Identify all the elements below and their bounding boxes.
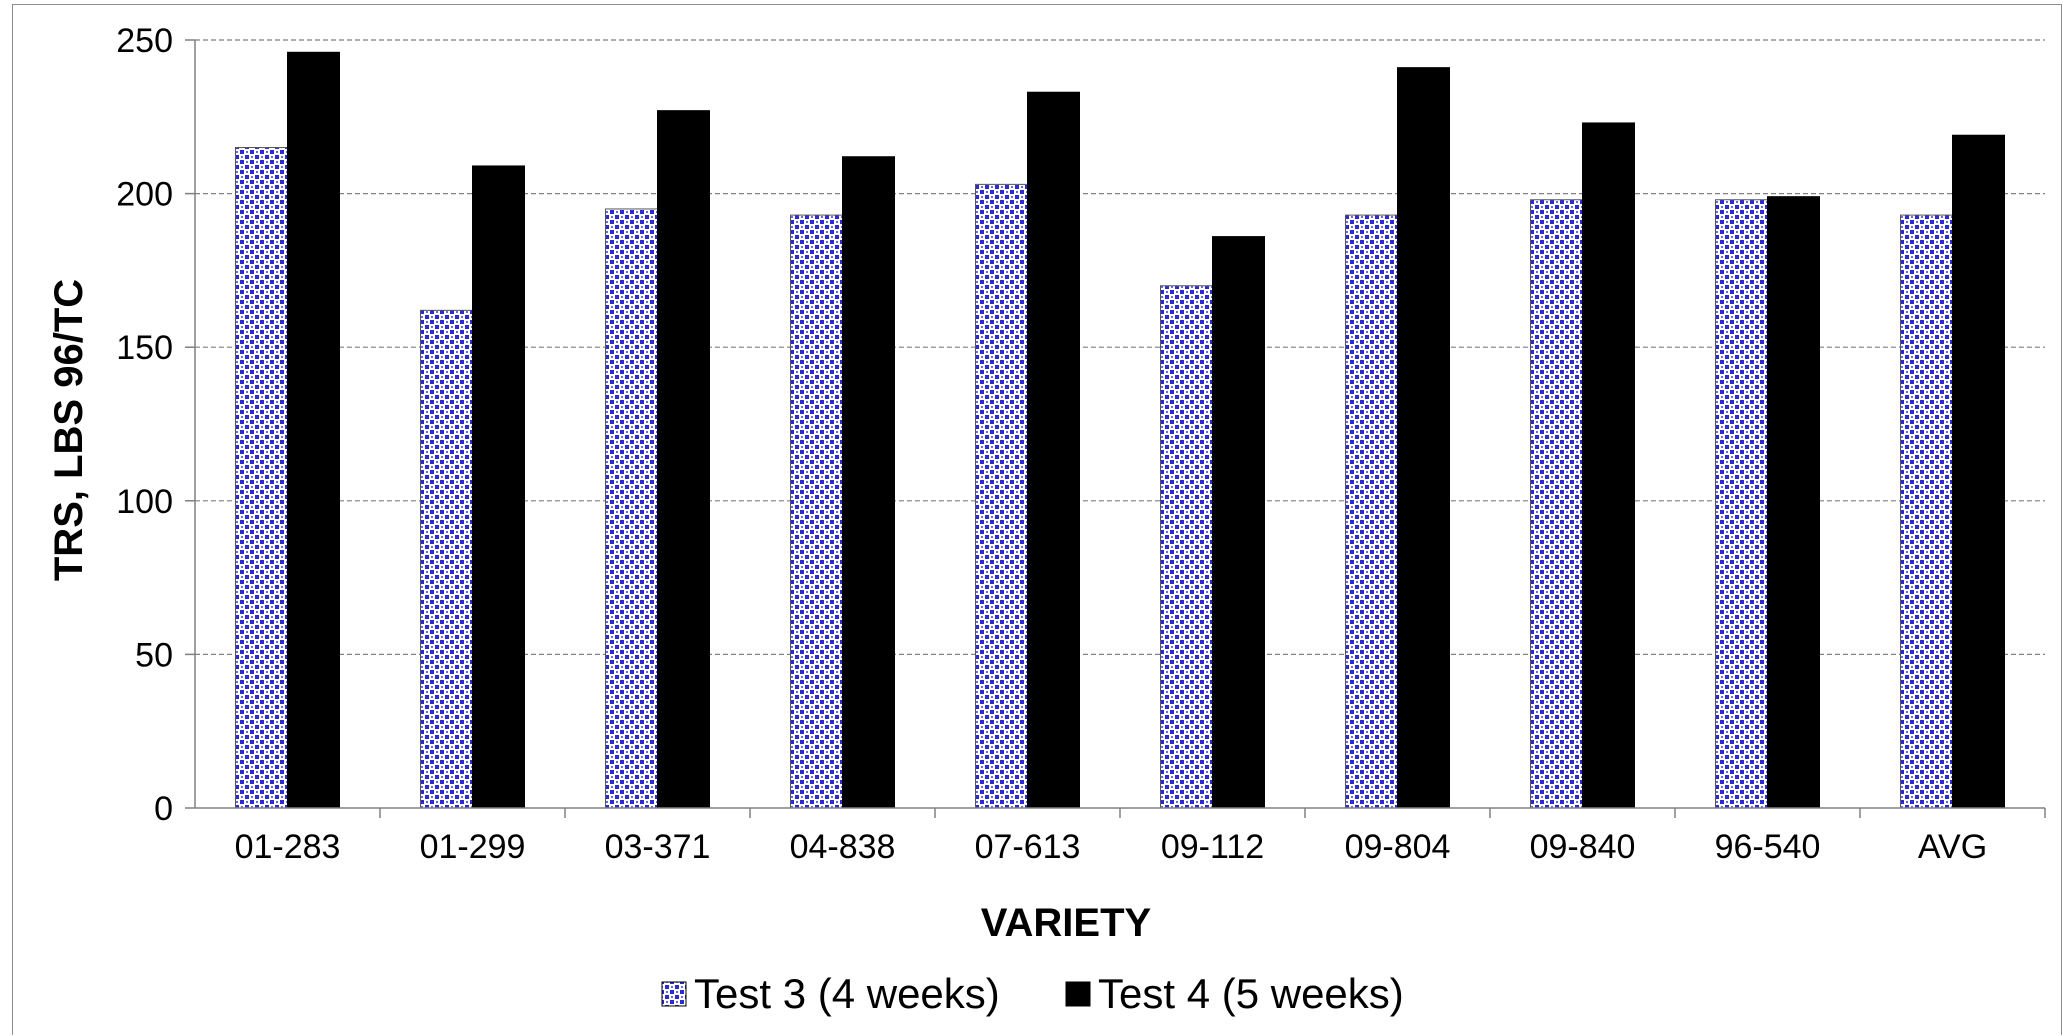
y-tick-label: 150	[116, 329, 173, 367]
axes	[185, 39, 2046, 818]
bar-test4	[657, 110, 710, 809]
bar-test3	[1345, 214, 1398, 809]
y-tick-label: 200	[116, 176, 173, 214]
bar-test4	[287, 51, 340, 809]
bar-test4	[842, 156, 895, 809]
x-tick-label: 04-838	[790, 828, 896, 866]
x-tick-label: 96-540	[1715, 828, 1821, 866]
bar-test3	[605, 208, 658, 809]
bar-test3	[1900, 214, 1953, 809]
bar-test4	[1767, 196, 1820, 809]
y-tick-label: 0	[154, 790, 173, 828]
x-tick-label: 09-112	[1161, 828, 1264, 866]
bar-test4	[1212, 236, 1265, 809]
x-tick-label: 01-283	[235, 828, 341, 866]
legend-swatch-test4	[1065, 981, 1091, 1007]
bar-test3	[790, 214, 843, 809]
legend-swatch-test3	[661, 981, 687, 1007]
x-tick-labels: 01-283 01-299 03-371 04-838 07-613 09-112 09-8…	[235, 828, 1988, 866]
bar-test3	[235, 147, 288, 809]
y-tick-label: 50	[135, 636, 173, 674]
bars	[235, 51, 2005, 809]
bar-test3	[420, 309, 473, 809]
y-tick-labels: 0 50 100 150 200 250	[116, 22, 173, 828]
x-tick-label: 09-804	[1345, 828, 1451, 866]
bar-test3	[1715, 199, 1768, 809]
y-tick-label: 100	[116, 483, 173, 521]
bar-test4	[1952, 134, 2005, 809]
legend-label-test3: Test 3 (4 weeks)	[694, 970, 1000, 1017]
bar-test4	[472, 165, 525, 809]
y-tick-label: 250	[116, 22, 173, 60]
bar-test3	[1530, 199, 1583, 809]
y-axis-title: TRS, LBS 96/TC	[47, 279, 91, 581]
bar-test4	[1397, 67, 1450, 809]
bar-test3	[1160, 285, 1213, 809]
x-tick-label: 03-371	[605, 828, 711, 866]
x-tick-label: 01-299	[420, 828, 526, 866]
bar-test3	[975, 183, 1028, 809]
x-tick-label: 09-840	[1530, 828, 1636, 866]
bar-test4	[1027, 91, 1080, 809]
x-tick-label: AVG	[1918, 828, 1987, 866]
legend-label-test4: Test 4 (5 weeks)	[1098, 970, 1404, 1017]
bar-test4	[1582, 122, 1635, 809]
x-axis-title: VARIETY	[981, 901, 1152, 945]
x-tick-label: 07-613	[975, 828, 1081, 866]
legend: Test 3 (4 weeks) Test 4 (5 weeks)	[661, 970, 1404, 1017]
